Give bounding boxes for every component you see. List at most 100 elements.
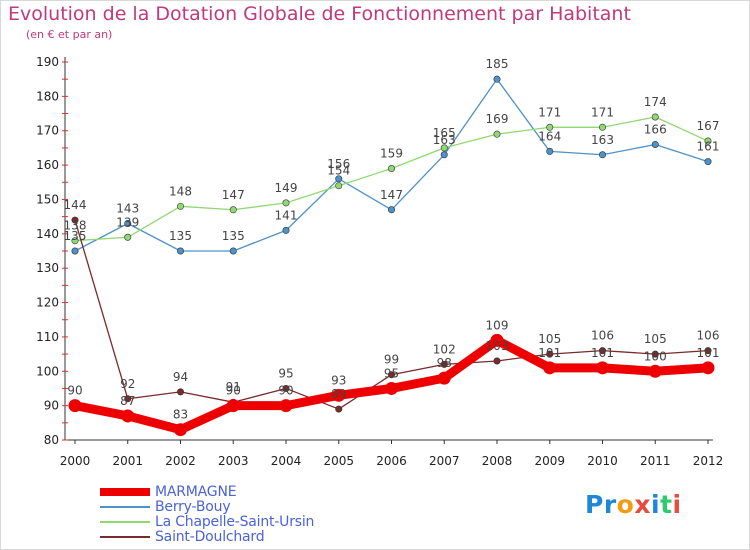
data-label-3: 95	[278, 366, 293, 380]
data-label-2: 138	[64, 219, 87, 233]
data-point-3	[704, 347, 712, 355]
legend-label: Berry-Bouy	[155, 499, 231, 515]
data-label-1: 163	[433, 133, 456, 147]
x-tick-label: 2009	[534, 454, 565, 468]
data-point-1	[282, 226, 290, 234]
data-point-3	[387, 371, 395, 379]
data-point-0	[121, 409, 135, 423]
data-point-2	[598, 123, 606, 131]
data-point-0	[279, 399, 293, 413]
data-label-0: 90	[278, 384, 293, 398]
legend-swatch	[100, 521, 150, 523]
x-tick-label: 2005	[323, 454, 354, 468]
data-point-1	[229, 247, 237, 255]
legend-swatch	[100, 506, 150, 508]
y-tick-label: 110	[36, 330, 59, 344]
data-point-1	[546, 147, 554, 155]
data-label-2: 174	[644, 95, 667, 109]
data-label-3: 92	[120, 377, 135, 391]
data-label-1: 135	[222, 229, 245, 243]
data-point-2	[335, 182, 343, 190]
legend-label: MARMAGNE	[155, 484, 237, 500]
data-point-1	[598, 151, 606, 159]
data-label-3: 99	[384, 353, 399, 367]
data-label-3: 91	[226, 380, 241, 394]
data-point-2	[71, 237, 79, 245]
y-tick-label: 90	[44, 399, 59, 413]
proxiti-logo: Proxiti	[585, 490, 682, 519]
x-tick-label: 2007	[429, 454, 460, 468]
line-chart: 80 90 100 110 120 130 140 150 160 170 180 190 2000 20…	[36, 55, 724, 468]
data-point-0	[68, 399, 82, 413]
data-label-3: 89	[331, 387, 346, 401]
legend-label: La Chapelle-Saint-Ursin	[155, 514, 315, 530]
legend-swatch	[100, 536, 150, 538]
x-tick-label: 2010	[587, 454, 618, 468]
legend-item: Berry-Bouy	[100, 499, 360, 515]
data-label-0: 109	[486, 318, 509, 332]
logo-letter: o	[616, 490, 635, 519]
data-point-0	[543, 361, 557, 375]
data-point-2	[387, 165, 395, 173]
data-label-1: 163	[591, 133, 614, 147]
x-tick-label: 2004	[271, 454, 302, 468]
data-label-0: 90	[67, 384, 82, 398]
data-label-0: 101	[538, 346, 561, 360]
x-tick-label: 2008	[482, 454, 513, 468]
data-label-1: 147	[380, 188, 403, 202]
y-tick-label: 180	[36, 89, 59, 103]
data-label-3: 102	[433, 342, 456, 356]
y-tick-label: 80	[44, 433, 59, 447]
y-tick-label: 190	[36, 55, 59, 69]
data-point-3	[493, 357, 501, 365]
data-point-0	[174, 423, 187, 437]
series-line-3	[74, 219, 709, 410]
x-tick-label: 2000	[60, 454, 91, 468]
data-point-0	[701, 361, 715, 375]
data-point-3	[546, 350, 554, 358]
data-label-2: 154	[327, 164, 350, 178]
y-tick-label: 100	[36, 364, 59, 378]
data-point-2	[493, 130, 501, 138]
data-label-3: 144	[64, 198, 87, 212]
legend-item: La Chapelle-Saint-Ursin	[100, 514, 360, 530]
data-label-1: 185	[486, 57, 509, 71]
logo-letter: P	[585, 490, 604, 519]
data-label-0: 87	[120, 394, 135, 408]
data-point-2	[704, 137, 712, 145]
x-tick-label: 2002	[165, 454, 196, 468]
x-tick-label: 2012	[693, 454, 724, 468]
chart-subtitle: (en € et par an)	[26, 28, 113, 41]
data-point-1	[124, 220, 132, 228]
x-tick-label: 2001	[112, 454, 143, 468]
data-label-1: 141	[275, 208, 298, 222]
data-point-2	[440, 144, 448, 152]
data-label-2: 147	[222, 188, 245, 202]
data-label-2: 149	[275, 181, 298, 195]
data-label-3: 106	[697, 329, 720, 343]
data-label-2: 148	[169, 184, 192, 198]
data-label-2: 165	[433, 126, 456, 140]
x-tick-label: 2003	[218, 454, 249, 468]
logo-letter: i	[672, 490, 682, 519]
data-label-0: 83	[173, 408, 188, 422]
x-tick-label: 2011	[640, 454, 671, 468]
data-point-1	[335, 175, 343, 183]
data-label-0: 101	[697, 346, 720, 360]
data-point-0	[437, 371, 451, 385]
data-point-1	[704, 158, 712, 166]
data-point-2	[124, 233, 132, 241]
data-point-3	[335, 405, 343, 413]
data-point-0	[385, 381, 398, 395]
data-label-2: 171	[538, 105, 561, 119]
data-point-3	[440, 360, 448, 368]
y-tick-label: 150	[36, 192, 59, 206]
data-label-3: 105	[538, 332, 561, 346]
data-label-3: 94	[173, 370, 188, 384]
data-label-2: 159	[380, 147, 403, 161]
data-point-1	[177, 247, 185, 255]
data-point-2	[229, 206, 237, 214]
data-point-3	[282, 384, 290, 392]
y-tick-label: 160	[36, 158, 59, 172]
logo-letter: x	[634, 490, 651, 519]
